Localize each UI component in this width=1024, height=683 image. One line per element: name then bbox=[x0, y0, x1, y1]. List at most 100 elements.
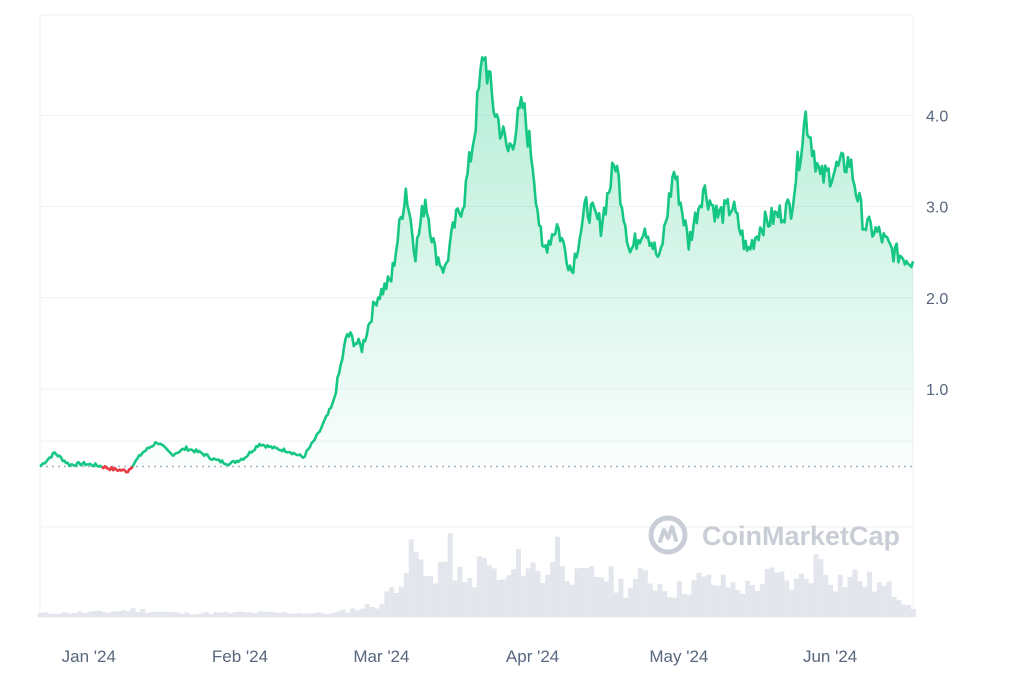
volume-bar bbox=[335, 611, 341, 617]
volume-bar bbox=[213, 612, 219, 617]
volume-bar bbox=[750, 585, 756, 617]
volume-bar bbox=[120, 610, 126, 617]
volume-bar bbox=[272, 612, 278, 617]
volume-bar bbox=[818, 559, 824, 617]
volume-bar bbox=[564, 581, 570, 617]
y-tick-label: 1.0 bbox=[926, 382, 948, 399]
volume-bar bbox=[657, 583, 663, 617]
volume-bar bbox=[140, 609, 146, 617]
volume-bar bbox=[408, 539, 414, 617]
volume-bar bbox=[174, 612, 180, 617]
volume-bar bbox=[296, 613, 302, 617]
price-line bbox=[39, 56, 915, 474]
volume-bar bbox=[394, 593, 399, 617]
volume-bar bbox=[603, 581, 609, 617]
volume-bar bbox=[111, 611, 117, 617]
volume-bar bbox=[413, 552, 419, 617]
volume-bar bbox=[623, 597, 629, 617]
x-tick-label: Feb '24 bbox=[212, 647, 268, 666]
volume-bar bbox=[359, 608, 365, 617]
volume-bar bbox=[164, 611, 170, 617]
x-tick-label: Jun '24 bbox=[803, 647, 857, 666]
volume-bar bbox=[662, 591, 668, 617]
volume-bar bbox=[876, 582, 882, 617]
volume-bar bbox=[594, 577, 599, 617]
volume-bar bbox=[828, 585, 834, 617]
volume-bar bbox=[384, 591, 390, 617]
volume-bar bbox=[837, 574, 843, 617]
volume-bar bbox=[374, 608, 380, 617]
volume-bar bbox=[706, 574, 712, 617]
volume-bar bbox=[130, 608, 136, 617]
volume-bar bbox=[808, 583, 814, 617]
volume-bar bbox=[545, 574, 551, 617]
price-area-fill bbox=[40, 57, 913, 467]
volume-bar bbox=[862, 586, 868, 617]
volume-bar bbox=[754, 590, 760, 617]
volume-bar bbox=[540, 583, 546, 617]
x-axis: Jan '24 Feb '24 Mar '24 Apr '24 May '24 Jun '… bbox=[62, 647, 858, 666]
volume-bar bbox=[218, 612, 224, 617]
volume-bar bbox=[91, 611, 97, 617]
volume-bar bbox=[81, 612, 87, 617]
volume-bar bbox=[355, 610, 360, 617]
volume-bar bbox=[867, 571, 873, 617]
y-tick-label: 4.0 bbox=[926, 108, 948, 125]
x-tick-label: Mar '24 bbox=[353, 647, 409, 666]
volume-bar bbox=[125, 611, 131, 617]
volume-bar bbox=[584, 568, 590, 617]
volume-bar bbox=[389, 587, 395, 617]
volume-bar bbox=[613, 592, 619, 617]
volume-bar bbox=[569, 584, 575, 617]
volume-bar bbox=[896, 600, 902, 617]
volume-bar bbox=[676, 581, 682, 617]
volume-bar bbox=[262, 611, 268, 617]
volume-bar bbox=[57, 613, 63, 617]
volume-bar bbox=[155, 611, 161, 617]
x-tick-label: May '24 bbox=[649, 647, 708, 666]
price-line-up-segment-1 bbox=[39, 451, 103, 469]
volume-bar bbox=[642, 570, 648, 617]
volume-bar bbox=[550, 561, 556, 617]
volume-bar bbox=[96, 610, 102, 617]
volume-bar bbox=[686, 594, 692, 617]
volume-bars bbox=[38, 533, 916, 617]
volume-bar bbox=[106, 612, 112, 617]
volume-bar bbox=[467, 578, 473, 617]
volume-bar bbox=[891, 597, 897, 617]
volume-bar bbox=[598, 577, 604, 617]
volume-bar bbox=[769, 567, 775, 617]
volume-bar bbox=[316, 612, 321, 617]
volume-bar bbox=[135, 611, 141, 617]
volume-bar bbox=[701, 576, 707, 617]
volume-bar bbox=[150, 611, 156, 617]
volume-bar bbox=[77, 611, 82, 617]
volume-bar bbox=[696, 572, 702, 617]
volume-bar bbox=[520, 575, 526, 617]
volume-bar bbox=[633, 579, 638, 617]
volume-bar bbox=[252, 613, 258, 617]
volume-bar bbox=[784, 580, 790, 617]
volume-bar bbox=[116, 611, 121, 617]
volume-bar bbox=[67, 613, 73, 617]
volume-bar bbox=[301, 613, 307, 617]
volume-bar bbox=[681, 594, 687, 617]
volume-bar bbox=[242, 612, 248, 617]
volume-bar bbox=[798, 573, 804, 617]
volume-bar bbox=[715, 585, 721, 617]
volume-bar bbox=[906, 605, 912, 617]
volume-bar bbox=[433, 583, 438, 617]
volume-bar bbox=[38, 613, 43, 617]
volume-bar bbox=[286, 613, 292, 617]
volume-bar bbox=[437, 562, 443, 617]
volume-bar bbox=[159, 611, 165, 617]
volume-bar bbox=[779, 571, 785, 617]
volume-bar bbox=[852, 569, 858, 617]
volume-bar bbox=[511, 569, 517, 617]
volume-bar bbox=[911, 609, 916, 617]
volume-bar bbox=[647, 583, 653, 617]
volume-bar bbox=[345, 612, 351, 617]
volume-bar bbox=[720, 574, 726, 617]
volume-bar bbox=[535, 570, 541, 617]
volume-bar bbox=[281, 612, 287, 617]
